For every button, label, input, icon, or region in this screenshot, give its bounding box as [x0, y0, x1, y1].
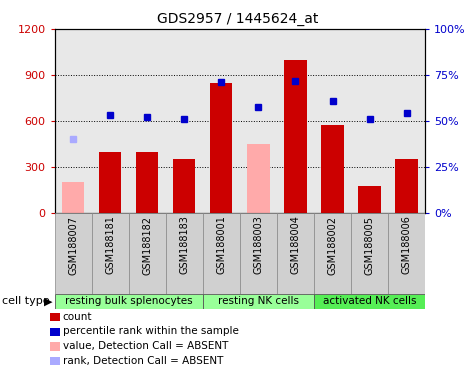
Bar: [62, 182, 84, 213]
Text: activated NK cells: activated NK cells: [323, 296, 416, 306]
Text: GSM188183: GSM188183: [179, 215, 190, 275]
Bar: [55, 213, 92, 294]
Bar: [240, 213, 277, 294]
Text: rank, Detection Call = ABSENT: rank, Detection Call = ABSENT: [63, 356, 223, 366]
Text: ▶: ▶: [44, 296, 52, 306]
Text: GSM188002: GSM188002: [327, 215, 338, 275]
Text: GSM188181: GSM188181: [105, 215, 115, 275]
Bar: [203, 294, 314, 309]
Bar: [166, 213, 203, 294]
Bar: [285, 60, 306, 213]
Text: resting NK cells: resting NK cells: [218, 296, 299, 306]
Bar: [247, 144, 269, 213]
Text: GSM188007: GSM188007: [68, 215, 78, 275]
Text: cell type: cell type: [2, 296, 50, 306]
Text: GDS2957 / 1445624_at: GDS2957 / 1445624_at: [157, 12, 318, 25]
Bar: [92, 213, 129, 294]
Bar: [277, 213, 314, 294]
Text: GSM188006: GSM188006: [401, 215, 412, 275]
Text: GSM188003: GSM188003: [253, 215, 264, 275]
Bar: [129, 213, 166, 294]
Text: value, Detection Call = ABSENT: value, Detection Call = ABSENT: [63, 341, 228, 351]
Bar: [351, 213, 388, 294]
Bar: [314, 294, 425, 309]
Bar: [322, 125, 343, 213]
Text: GSM188182: GSM188182: [142, 215, 152, 275]
Bar: [99, 152, 121, 213]
Text: percentile rank within the sample: percentile rank within the sample: [63, 326, 238, 336]
Bar: [210, 83, 232, 213]
Bar: [388, 213, 425, 294]
Bar: [203, 213, 240, 294]
Text: GSM188001: GSM188001: [216, 215, 227, 275]
Bar: [314, 213, 351, 294]
Text: GSM188004: GSM188004: [290, 215, 301, 275]
Bar: [396, 159, 418, 213]
Bar: [136, 152, 158, 213]
Bar: [359, 186, 380, 213]
Text: count: count: [63, 312, 92, 322]
Bar: [173, 159, 195, 213]
Text: resting bulk splenocytes: resting bulk splenocytes: [65, 296, 192, 306]
Text: GSM188005: GSM188005: [364, 215, 375, 275]
Bar: [55, 294, 203, 309]
